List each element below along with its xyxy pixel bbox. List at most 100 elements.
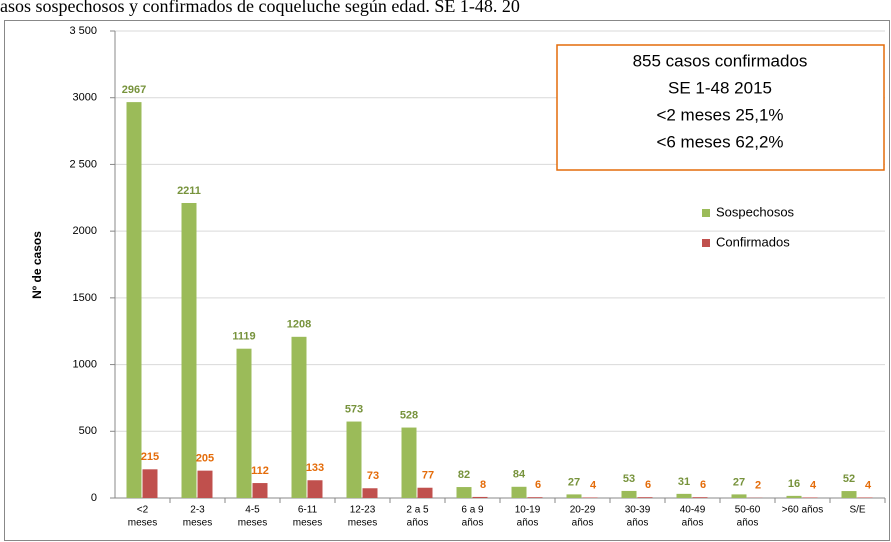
bar — [637, 497, 653, 498]
value-label: 2211 — [177, 185, 201, 197]
y-tick-label: 1000 — [73, 358, 97, 370]
bar — [731, 494, 747, 498]
value-label: 84 — [513, 469, 526, 481]
value-label: 16 — [788, 478, 800, 490]
y-tick-label: 500 — [79, 425, 97, 437]
x-tick-label: 40-49 — [680, 505, 706, 516]
legend-label: Confirmados — [716, 234, 790, 249]
value-label: 77 — [422, 470, 434, 482]
value-label: 4 — [590, 479, 597, 491]
x-tick-label: 2 a 5 — [406, 505, 429, 516]
value-label: 112 — [251, 465, 269, 477]
bar — [307, 480, 323, 498]
bar — [511, 486, 527, 498]
bar — [417, 487, 433, 498]
value-label: 573 — [345, 403, 363, 415]
bar — [857, 497, 873, 498]
bar — [676, 493, 692, 498]
value-label: 215 — [141, 451, 159, 463]
value-label: 6 — [700, 479, 706, 491]
x-tick-label: <2 — [137, 505, 149, 516]
bar — [566, 494, 582, 498]
y-tick-label: 3 500 — [69, 25, 97, 37]
bar — [802, 497, 818, 498]
x-tick-label: meses — [238, 518, 267, 529]
bar — [181, 202, 197, 498]
value-label: 4 — [865, 479, 872, 491]
legend-label: Sospechosos — [716, 204, 795, 219]
bar — [692, 497, 708, 498]
x-tick-label: 6 a 9 — [461, 505, 484, 516]
bar — [456, 487, 472, 498]
value-label: 205 — [196, 453, 214, 465]
x-tick-label: 50-60 — [735, 505, 761, 516]
x-tick-label: años — [627, 518, 649, 529]
bar — [126, 102, 142, 498]
bar — [472, 496, 488, 498]
value-label: 4 — [810, 479, 817, 491]
bar — [841, 491, 857, 498]
x-tick-label: 4-5 — [245, 505, 260, 516]
value-label: 1208 — [287, 319, 311, 331]
x-tick-label: 30-39 — [625, 505, 651, 516]
x-tick-label: meses — [128, 518, 157, 529]
x-tick-label: meses — [348, 518, 377, 529]
bar — [346, 421, 362, 498]
x-tick-label: meses — [293, 518, 322, 529]
bar — [142, 469, 158, 498]
value-label: 27 — [568, 476, 580, 488]
value-label: 53 — [623, 473, 635, 485]
bar — [582, 497, 598, 498]
annotation-box — [556, 44, 885, 171]
y-tick-label: 3000 — [73, 92, 97, 104]
bar — [291, 336, 307, 498]
x-tick-label: >60 años — [782, 505, 823, 516]
x-tick-label: 6-11 — [298, 505, 318, 516]
bar — [252, 483, 268, 498]
y-tick-label: 1500 — [73, 292, 97, 304]
legend-swatch — [702, 239, 710, 247]
value-label: 31 — [678, 476, 690, 488]
x-tick-label: años — [682, 518, 704, 529]
x-tick-label: 20-29 — [570, 505, 596, 516]
chart-title: asos sospechosos y confirmados de coquel… — [0, 0, 520, 16]
bar — [362, 488, 378, 498]
x-tick-label: años — [462, 518, 484, 529]
x-tick-label: meses — [183, 518, 212, 529]
value-label: 6 — [645, 479, 651, 491]
title-bg — [0, 0, 891, 20]
bar — [621, 490, 637, 498]
value-label: 6 — [535, 479, 541, 491]
value-label: 73 — [367, 470, 379, 482]
legend-swatch — [702, 209, 710, 217]
value-label: 528 — [400, 409, 418, 421]
y-tick-label: 2000 — [73, 225, 97, 237]
value-label: 52 — [843, 473, 855, 485]
annotation-text: <2 meses 25,1% — [656, 105, 783, 124]
y-tick-label: 2 500 — [69, 158, 97, 170]
x-tick-label: 12-23 — [350, 505, 376, 516]
value-label: 2 — [755, 480, 761, 492]
annotation-text: SE 1-48 2015 — [668, 78, 772, 97]
bar — [786, 495, 802, 498]
annotation-text: <6 meses 62,2% — [656, 132, 783, 151]
bar — [527, 497, 543, 498]
x-tick-label: S/E — [849, 505, 865, 516]
annotation-text: 855 casos confirmados — [633, 51, 808, 70]
y-tick-label: 0 — [91, 492, 97, 504]
x-tick-label: 2-3 — [190, 505, 205, 516]
value-label: 8 — [480, 479, 486, 491]
value-label: 133 — [306, 462, 324, 474]
x-tick-label: años — [737, 518, 759, 529]
value-label: 27 — [733, 476, 745, 488]
value-label: 82 — [458, 469, 470, 481]
x-tick-label: 10-19 — [515, 505, 541, 516]
bar — [197, 470, 213, 498]
value-label: 1119 — [232, 331, 255, 343]
x-tick-label: años — [407, 518, 429, 529]
value-label: 2967 — [122, 84, 146, 96]
bar — [401, 427, 417, 498]
y-axis-label: Nº de casos — [30, 231, 44, 299]
bar — [236, 348, 252, 498]
